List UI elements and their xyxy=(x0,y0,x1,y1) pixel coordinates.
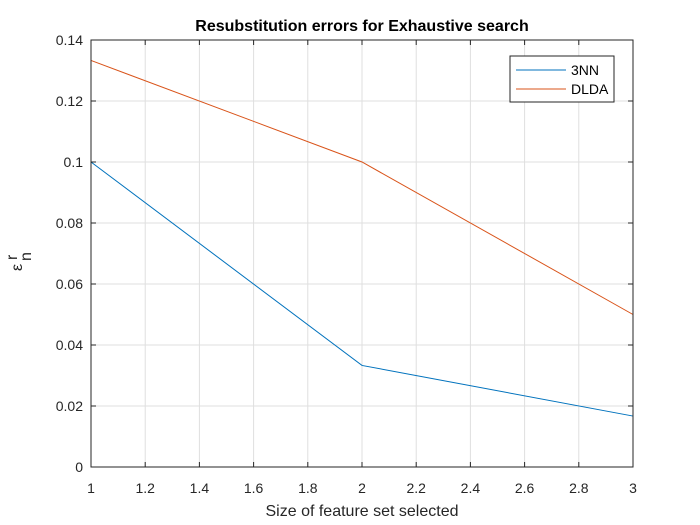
x-tick-label: 1.2 xyxy=(135,480,155,496)
x-tick-labels: 1 1.2 1.4 1.6 1.8 2 2.2 2.4 2.6 2.8 3 xyxy=(87,480,637,496)
y-tick-label: 0 xyxy=(75,459,83,475)
y-tick-label: 0.04 xyxy=(56,337,83,353)
y-axis-label: ε r n xyxy=(4,252,35,271)
series-line-dlda xyxy=(90,59,634,315)
series-lines xyxy=(90,59,634,417)
x-tick-label: 2.6 xyxy=(515,480,535,496)
ticks xyxy=(90,39,634,468)
y-tick-label: 0.02 xyxy=(56,398,83,414)
x-tick-label: 2.2 xyxy=(406,480,426,496)
x-tick-label: 1.4 xyxy=(190,480,210,496)
y-axis-label-base: ε xyxy=(9,264,26,271)
y-tick-label: 0.06 xyxy=(56,276,83,292)
x-tick-label: 2 xyxy=(358,480,366,496)
y-axis-label-superscript: r xyxy=(4,254,21,260)
legend-label-dlda: DLDA xyxy=(571,81,609,97)
x-tick-label: 3 xyxy=(629,480,637,496)
legend-box xyxy=(509,55,615,103)
x-tick-label: 2.8 xyxy=(569,480,589,496)
x-axis-label: Size of feature set selected xyxy=(266,503,459,520)
legend: 3NN DLDA xyxy=(509,55,615,103)
y-tick-label: 0.14 xyxy=(56,32,83,48)
x-tick-label: 1.6 xyxy=(244,480,264,496)
y-tick-label: 0.12 xyxy=(56,93,83,109)
y-tick-label: 0.1 xyxy=(64,154,84,170)
y-axis-label-subscript: n xyxy=(18,252,35,261)
x-tick-label: 2.4 xyxy=(461,480,481,496)
chart-title: Resubstitution errors for Exhaustive sea… xyxy=(195,18,528,35)
y-tick-label: 0.08 xyxy=(56,215,83,231)
x-tick-label: 1 xyxy=(87,480,95,496)
y-tick-labels: 0 0.02 0.04 0.06 0.08 0.1 0.12 0.14 xyxy=(56,32,83,475)
series-line-3nn xyxy=(90,161,634,417)
x-tick-label: 1.8 xyxy=(298,480,318,496)
legend-label-3nn: 3NN xyxy=(571,62,599,78)
